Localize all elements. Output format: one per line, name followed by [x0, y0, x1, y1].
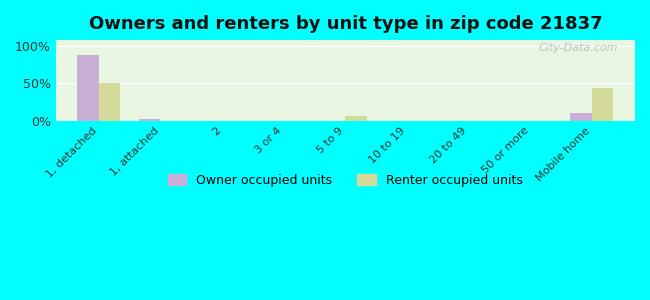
- Text: City-Data.com: City-Data.com: [538, 43, 617, 52]
- Bar: [77, 55, 99, 121]
- Bar: [592, 88, 614, 121]
- Bar: [570, 113, 592, 121]
- Bar: [345, 116, 367, 121]
- Bar: [139, 119, 161, 121]
- Bar: [99, 82, 120, 121]
- Legend: Owner occupied units, Renter occupied units: Owner occupied units, Renter occupied un…: [162, 169, 528, 192]
- Title: Owners and renters by unit type in zip code 21837: Owners and renters by unit type in zip c…: [88, 15, 602, 33]
